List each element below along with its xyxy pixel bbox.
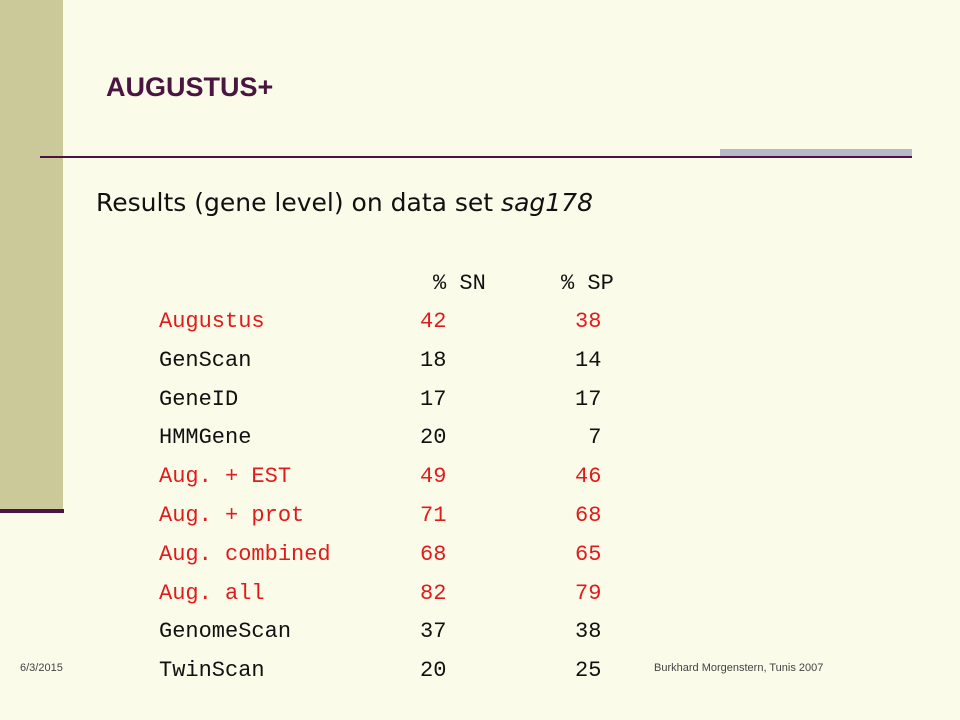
sn-value: 82 <box>420 581 447 606</box>
method-name: Aug. all <box>159 581 265 606</box>
sp-value: 25 <box>575 658 602 683</box>
method-name: Aug. combined <box>159 542 331 567</box>
method-name: TwinScan <box>159 658 265 683</box>
sn-value: 20 <box>420 425 447 450</box>
method-name: GenomeScan <box>159 619 292 644</box>
slide-subtitle: Results (gene level) on data set sag178 <box>96 188 593 217</box>
sn-value: 37 <box>420 619 447 644</box>
side-bar <box>0 0 63 513</box>
sp-value: 14 <box>575 348 602 373</box>
method-name: GenScan <box>159 348 252 373</box>
sn-value: 42 <box>420 309 447 334</box>
sp-value: 38 <box>575 619 602 644</box>
header-sp: % SP <box>561 271 614 296</box>
side-bar-underline <box>0 509 64 513</box>
sn-value: 17 <box>420 387 447 412</box>
method-name: HMMGene <box>159 425 252 450</box>
sp-value: 65 <box>575 542 602 567</box>
method-name: Aug. + prot <box>159 503 305 528</box>
sn-value: 68 <box>420 542 447 567</box>
sn-value: 49 <box>420 464 447 489</box>
sn-value: 20 <box>420 658 447 683</box>
header-sn: % SN <box>433 271 486 296</box>
sn-value: 71 <box>420 503 447 528</box>
sn-value: 18 <box>420 348 447 373</box>
sp-value: 7 <box>575 425 602 450</box>
title-rule-accent <box>720 149 912 156</box>
footer-author: Burkhard Morgenstern, Tunis 2007 <box>654 662 824 674</box>
sp-value: 46 <box>575 464 602 489</box>
title-rule <box>40 156 722 158</box>
method-name: GeneID <box>159 387 239 412</box>
sp-value: 79 <box>575 581 602 606</box>
slide-title: AUGUSTUS+ <box>106 72 274 102</box>
dataset-name: sag178 <box>501 188 593 217</box>
sp-value: 38 <box>575 309 602 334</box>
method-name: Augustus <box>159 309 265 334</box>
title-rule-accent-line <box>720 156 912 158</box>
subtitle-text: Results (gene level) on data set <box>96 188 502 217</box>
footer-date: 6/3/2015 <box>20 662 63 674</box>
method-name: Aug. + EST <box>159 464 292 489</box>
sp-value: 68 <box>575 503 602 528</box>
sp-value: 17 <box>575 387 602 412</box>
